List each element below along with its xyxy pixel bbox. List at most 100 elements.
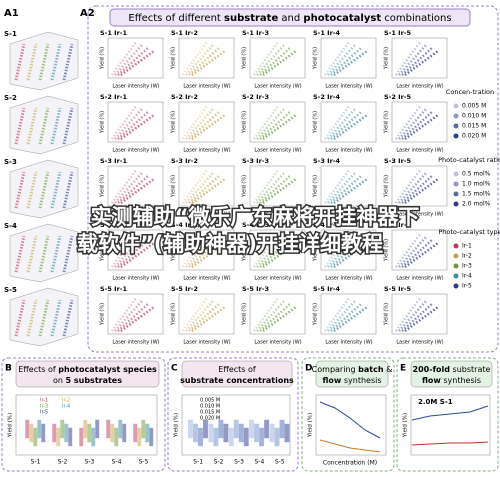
box: [64, 423, 69, 443]
box: [91, 427, 96, 447]
legend-swatch: [453, 191, 459, 197]
plot-frame: [391, 293, 448, 335]
x-axis-label: Laser intensity (W): [183, 340, 230, 346]
legend-item: 0.015 M: [200, 410, 220, 416]
title-part: on: [53, 376, 66, 385]
trend: [14, 107, 26, 145]
box: [106, 419, 111, 439]
box: [37, 419, 42, 439]
y-axis-label: Yield (%): [171, 47, 177, 70]
y-axis-label: Yield (%): [384, 239, 390, 262]
trend: [26, 171, 38, 209]
y-axis-label: Yield (%): [384, 47, 390, 70]
panel-title: substrate concentrations: [180, 376, 294, 385]
y-axis-label: Yield (%): [100, 303, 106, 326]
cell-label: S-4 Ir-5: [384, 221, 411, 229]
legend-title: Photo-catalyst ratio: [438, 156, 500, 164]
plot-frame: [178, 101, 235, 143]
cell-label: S-4 Ir-1: [100, 221, 127, 229]
trend: [319, 401, 381, 439]
x-axis-label: Laser intensity (W): [254, 148, 301, 154]
trend: [411, 405, 489, 421]
box: [284, 423, 290, 443]
panel-label: C: [171, 364, 178, 374]
cell-label: S-1 Ir-4: [313, 29, 340, 37]
title-part: substrate: [224, 13, 278, 24]
panel-title: Effects of photocatalyst species: [18, 365, 157, 374]
title-part: flow: [322, 376, 341, 385]
x-axis-label: Laser intensity (W): [254, 212, 301, 218]
box: [187, 419, 193, 439]
x-axis-label: Laser intensity (W): [325, 340, 372, 346]
y-axis-label: Yield (%): [174, 413, 180, 438]
box: [41, 423, 46, 443]
cell-label: S-5 Ir-4: [313, 285, 340, 293]
cell-label: S-1 Ir-2: [171, 29, 198, 37]
cell-label: S-2 Ir-5: [384, 93, 411, 101]
legend-item: Ir-5: [40, 410, 48, 416]
box: [202, 419, 208, 439]
cell-label: S-1 Ir-5: [384, 29, 411, 37]
legend-item: Ir-2: [462, 253, 472, 260]
legend-title: Concen-tration: [446, 88, 494, 96]
x-axis-label: Laser intensity (W): [396, 148, 443, 154]
panel-title: Effects of different substrate and photo…: [128, 13, 451, 24]
box: [33, 427, 38, 447]
legend-item: Ir-1: [462, 243, 472, 250]
legend-title: Photo-catalyst type: [438, 228, 500, 236]
legend-swatch: [453, 283, 459, 289]
legend-item: 0.005 M: [462, 103, 486, 110]
box: [149, 427, 154, 447]
box: [243, 427, 249, 447]
plot-frame: [320, 165, 377, 207]
row-label: S-5: [4, 286, 17, 294]
box: [279, 419, 285, 439]
plot-frame: [178, 229, 235, 271]
y-axis-label: Yield (%): [171, 111, 177, 134]
legend-item: Ir-5: [462, 283, 472, 290]
trend: [62, 171, 74, 209]
trend: [26, 43, 38, 81]
legend-swatch: [453, 133, 459, 139]
y-axis-label: Yield (%): [308, 413, 314, 438]
panel-label: A1: [4, 8, 19, 19]
y-axis-label: Yield (%): [313, 47, 319, 70]
cell-label: S-2 Ir-2: [171, 93, 198, 101]
trend: [50, 235, 62, 273]
row-label: S-1: [4, 30, 17, 38]
x-axis-label: Laser intensity (W): [183, 84, 230, 90]
y-axis-label: Yield (%): [100, 47, 106, 70]
box: [68, 427, 73, 447]
legend-item: 0.5 mol%: [462, 171, 491, 178]
y-axis-label: Yield (%): [313, 239, 319, 262]
trend: [62, 107, 74, 145]
x-tick-label: S-3: [85, 459, 95, 466]
trend: [14, 235, 26, 273]
x-tick-label: S-2: [214, 459, 224, 466]
title-part: flow: [422, 376, 441, 385]
x-axis-label: Laser intensity (W): [183, 212, 230, 218]
box: [197, 427, 203, 447]
y-axis-label: Yield (%): [8, 413, 14, 438]
x-axis-label: Concentration (M): [323, 460, 377, 467]
overlay-text: 实测辅助“微乐广东麻将开挂神器下: [91, 205, 420, 229]
trend: [411, 441, 489, 446]
y-axis-label: Yield (%): [242, 175, 248, 198]
y-axis-label: Yield (%): [403, 413, 409, 438]
row-label: S-3: [4, 158, 17, 166]
plot-frame: [320, 37, 377, 79]
plot-frame: [249, 229, 306, 271]
panel-title: 200-fold substrate: [413, 365, 491, 374]
legend-swatch: [453, 171, 459, 177]
trend: [62, 299, 74, 337]
box: [238, 423, 244, 443]
y-axis-label: Yield (%): [384, 175, 390, 198]
x-axis-label: Laser intensity (W): [325, 148, 372, 154]
trend: [26, 235, 38, 273]
title-part: Effects of: [218, 365, 256, 374]
box: [249, 419, 255, 439]
plot-frame: [391, 165, 448, 207]
legend-swatch: [453, 123, 459, 129]
box: [269, 423, 275, 443]
title-part: Effects of different: [128, 13, 224, 24]
